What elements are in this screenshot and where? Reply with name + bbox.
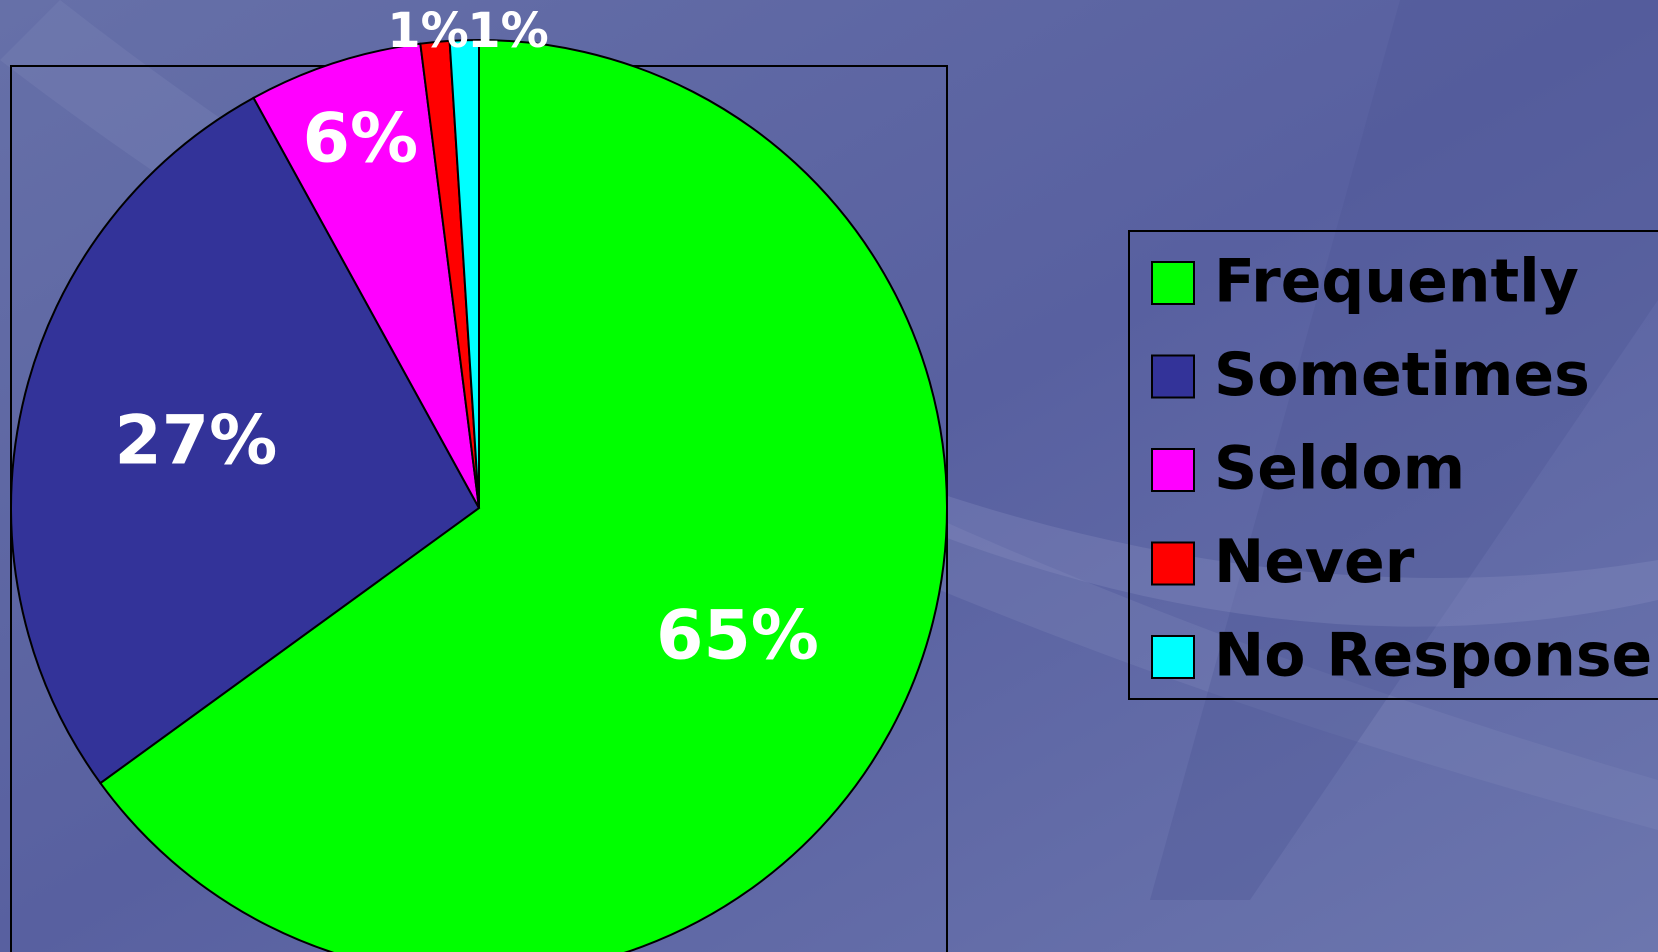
data-label: 65%	[656, 596, 819, 675]
pie-slice	[98, 38, 948, 952]
legend-frame	[1128, 230, 1658, 700]
data-labels: 65% 27% 6% 1%1%	[114, 3, 818, 675]
data-label: 6%	[303, 100, 418, 179]
pie-slice	[10, 96, 481, 785]
legend-swatch	[1151, 541, 1195, 586]
legend-label: Seldom	[1214, 434, 1465, 504]
legend-label: Frequently	[1214, 247, 1579, 317]
decor-swoosh	[0, 0, 1658, 830]
pie	[10, 38, 948, 952]
decor-swoosh	[900, 480, 1658, 627]
legend-label: Never	[1214, 527, 1415, 597]
legend-swatch	[1151, 261, 1195, 305]
data-label: 27%	[114, 401, 277, 480]
legend-label: Sometimes	[1214, 340, 1590, 410]
legend-swatch	[1151, 448, 1195, 492]
legend: Frequently Sometimes Seldom Never No Respons…	[1151, 247, 1652, 691]
legend-label: No Response	[1214, 621, 1652, 691]
decor-shard	[1150, 0, 1658, 900]
data-label: 1%	[467, 3, 549, 59]
legend-swatch	[1151, 354, 1195, 399]
legend-swatch	[1151, 635, 1195, 679]
pie-slice	[448, 38, 480, 509]
data-label: 1%	[387, 3, 469, 59]
pie-slice	[252, 42, 480, 509]
